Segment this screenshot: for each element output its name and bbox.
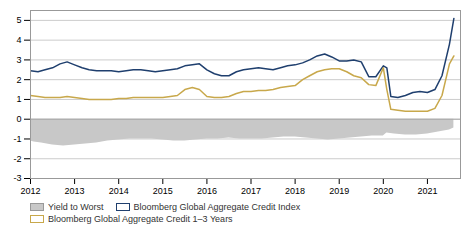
svg-text:5: 5 (16, 15, 21, 25)
svg-text:2015: 2015 (153, 186, 173, 196)
svg-text:4: 4 (16, 35, 21, 45)
svg-text:2: 2 (16, 75, 21, 85)
svg-text:2013: 2013 (65, 186, 85, 196)
svg-text:-3: -3 (13, 173, 21, 183)
svg-text:2020: 2020 (373, 186, 393, 196)
svg-text:2021: 2021 (417, 186, 437, 196)
html-text:Bloomberg Global Aggregate Cre: Bloomberg Global Aggregate Credit Index (133, 202, 301, 212)
svg-text:2018: 2018 (285, 186, 305, 196)
svg-text:2019: 2019 (329, 186, 349, 196)
svg-text:2016: 2016 (197, 186, 217, 196)
svg-text:-1: -1 (13, 134, 21, 144)
svg-text:-2: -2 (13, 154, 21, 164)
svg-text:0: 0 (16, 114, 21, 124)
svg-text:1: 1 (16, 94, 21, 104)
html-text:Bloomberg Global Aggregate Cre: Bloomberg Global Aggregate Credit 1–3 Ye… (48, 214, 233, 224)
html-text:Yield to Worst: Yield to Worst (48, 202, 104, 212)
svg-text:3: 3 (16, 55, 21, 65)
svg-text:2017: 2017 (241, 186, 261, 196)
svg-text:2012: 2012 (20, 186, 40, 196)
svg-text:2014: 2014 (109, 186, 129, 196)
